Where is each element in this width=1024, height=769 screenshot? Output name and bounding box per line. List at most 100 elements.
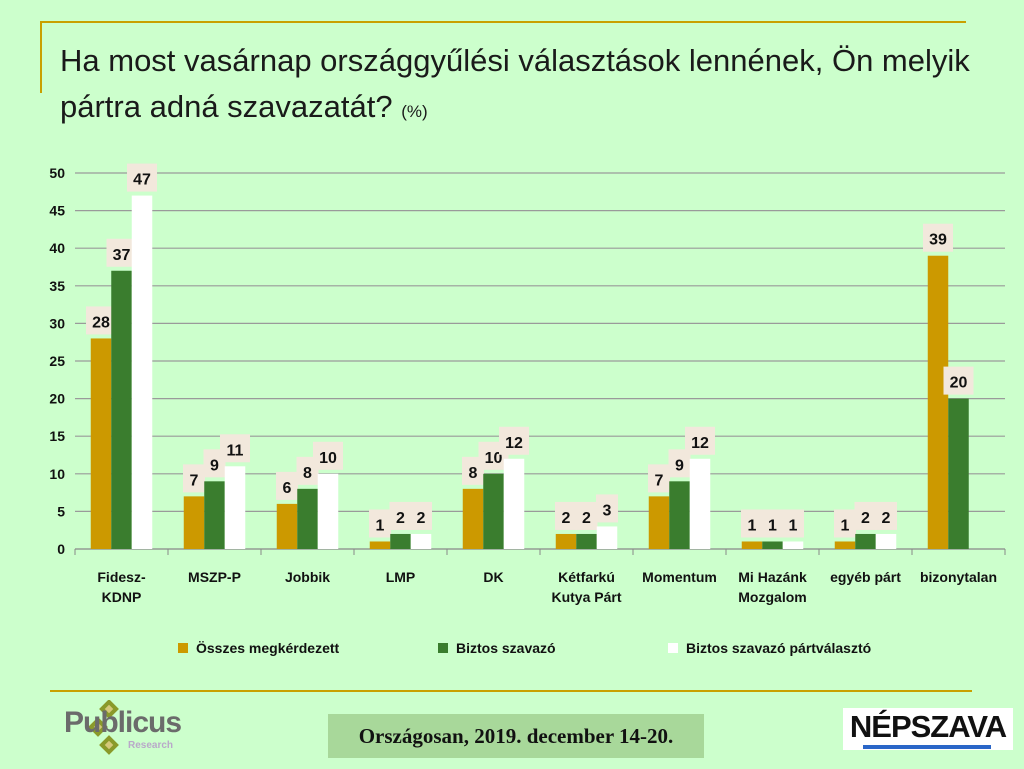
x-tick-label: Fidesz- (97, 569, 146, 585)
data-label: 12 (691, 435, 709, 452)
data-label-bg (648, 464, 670, 493)
y-tick-label: 0 (57, 541, 65, 557)
x-tick-label: MSZP-P (188, 569, 241, 585)
data-label-bg (313, 441, 343, 470)
data-label: 8 (303, 465, 312, 482)
bar-biztos-szavazó-pártválasztó (410, 533, 432, 549)
title-text: Ha most vasárnap országgyűlési választás… (60, 43, 970, 124)
bar-biztos-szavazó (948, 398, 969, 549)
bar-biztos-szavazó (762, 541, 783, 549)
x-tick-label: DK (483, 569, 503, 585)
footer-rule (50, 690, 972, 692)
y-tick-label: 45 (49, 203, 65, 219)
bar-biztos-szavazó (576, 533, 597, 549)
data-label: 7 (655, 472, 664, 489)
bar-biztos-szavazó (390, 533, 411, 549)
x-tick-label: Kutya Párt (551, 589, 621, 605)
y-tick-label: 35 (49, 278, 65, 294)
data-label-bg (923, 223, 953, 252)
bar-biztos-szavazó (483, 473, 504, 549)
bar-biztos-szavazó (111, 270, 132, 549)
bar-biztos-szavazó (855, 533, 876, 549)
legend-swatch (668, 643, 678, 653)
legend-label: Biztos szavazó (456, 640, 556, 656)
data-label: 1 (789, 517, 798, 534)
y-tick-label: 25 (49, 353, 65, 369)
nepszava-logo: NÉPSZAVA (843, 708, 1013, 750)
nepszava-logo-bar (863, 745, 991, 749)
data-label-bg (943, 366, 974, 395)
data-label-bg (875, 501, 897, 530)
data-label-bg (741, 509, 763, 538)
x-tick-label: LMP (386, 569, 416, 585)
y-tick-label: 10 (49, 466, 65, 482)
data-label-bg (685, 426, 715, 455)
bar-biztos-szavazó-pártválasztó (503, 458, 525, 549)
bar-biztos-szavazó-pártválasztó (224, 466, 246, 549)
y-tick-label: 15 (49, 428, 65, 444)
x-tick-label: Kétfarkú (558, 569, 615, 585)
x-tick-label: KDNP (102, 589, 142, 605)
data-label-bg (127, 163, 157, 192)
bar-összes-megkérdezett (183, 496, 205, 549)
bar-biztos-szavazó-pártválasztó (689, 458, 711, 549)
publicus-logo-sub: Research (128, 740, 174, 751)
data-label: 28 (92, 314, 110, 331)
y-tick-label: 30 (49, 315, 65, 331)
data-label: 2 (861, 510, 870, 527)
data-label-bg (183, 464, 205, 493)
bar-összes-megkérdezett (927, 255, 949, 549)
bar-biztos-szavazó-pártválasztó (317, 473, 339, 549)
x-tick-label: Mi Hazánk (738, 569, 807, 585)
header-rule-vertical (40, 21, 42, 93)
x-tick-label: Jobbik (285, 569, 330, 585)
bar-chart: 05101520253035404550283747Fidesz-KDNP791… (49, 163, 1006, 656)
data-label-bg (761, 509, 784, 538)
bar-biztos-szavazó-pártválasztó (596, 526, 618, 549)
bar-összes-megkérdezett (276, 503, 298, 549)
data-label-bg (220, 434, 250, 463)
bar-összes-megkérdezett (648, 496, 670, 549)
bar-biztos-szavazó (669, 481, 690, 549)
legend-swatch (438, 643, 448, 653)
publicus-logo-icon (88, 700, 119, 755)
data-label-bg (668, 449, 691, 478)
data-label: 9 (675, 457, 684, 474)
data-label: 2 (396, 510, 405, 527)
data-label-bg (782, 509, 804, 538)
data-label: 10 (319, 450, 337, 467)
data-label-bg (86, 306, 116, 335)
bar-összes-megkérdezett (462, 488, 484, 549)
legend-swatch (178, 643, 188, 653)
bar-biztos-szavazó-pártválasztó (875, 533, 897, 549)
data-label: 37 (113, 247, 131, 264)
data-label: 39 (929, 232, 947, 249)
data-label: 8 (469, 465, 478, 482)
data-label-bg (854, 501, 877, 530)
nepszava-logo-text: NÉPSZAVA (849, 709, 1007, 744)
data-label-bg (834, 509, 856, 538)
data-label: 6 (283, 480, 292, 497)
y-tick-label: 20 (49, 391, 65, 407)
bar-biztos-szavazó-pártválasztó (782, 541, 804, 549)
data-label: 47 (133, 172, 151, 189)
y-tick-label: 5 (57, 503, 65, 519)
data-label: 1 (841, 517, 850, 534)
bar-biztos-szavazó (204, 481, 225, 549)
x-tick-label: Mozgalom (738, 589, 806, 605)
survey-date: Országosan, 2019. december 14-20. (328, 714, 704, 758)
header-rule (40, 21, 966, 23)
data-label: 12 (505, 435, 523, 452)
bar-összes-megkérdezett (369, 541, 391, 549)
data-label-bg (575, 501, 598, 530)
data-label-bg (410, 501, 432, 530)
x-tick-label: egyéb párt (830, 569, 901, 585)
data-label: 2 (417, 510, 426, 527)
bar-összes-megkérdezett (741, 541, 763, 549)
bar-összes-megkérdezett (834, 541, 856, 549)
publicus-logo: Publicus (64, 706, 182, 739)
data-label: 9 (210, 457, 219, 474)
data-label-bg (596, 494, 618, 523)
bar-összes-megkérdezett (555, 533, 577, 549)
data-label-bg (276, 471, 298, 500)
